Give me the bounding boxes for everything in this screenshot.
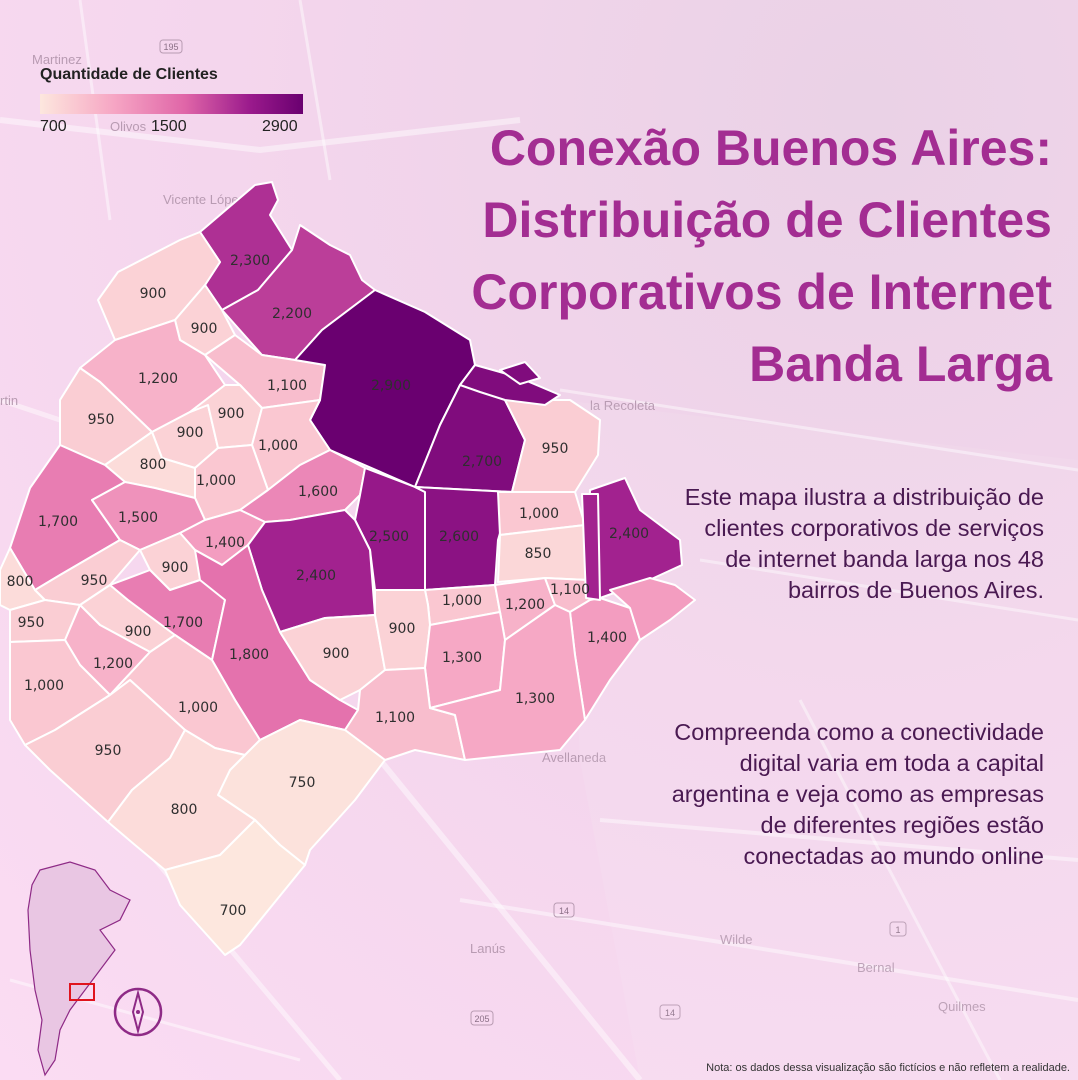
place-label: Martinez bbox=[32, 52, 82, 67]
route-shield-label: 1 bbox=[895, 925, 900, 935]
neighborhood-value: 900 bbox=[323, 646, 350, 662]
neighborhood-value: 1,400 bbox=[205, 535, 245, 551]
neighborhood-labels: 2,300 2,200 900 900 1,200 1,100 2,900 2,… bbox=[7, 253, 649, 919]
neighborhood-value: 1,200 bbox=[93, 656, 133, 672]
route-shield-label: 195 bbox=[163, 42, 178, 52]
neighborhood-value: 2,500 bbox=[369, 529, 409, 545]
neighborhood-value: 1,000 bbox=[24, 678, 64, 694]
neighborhood-value: 1,000 bbox=[196, 473, 236, 489]
neighborhood-value: 900 bbox=[140, 286, 167, 302]
neighborhood[interactable] bbox=[504, 399, 601, 493]
neighborhood-fragment bbox=[459, 364, 561, 406]
inset-highlight-box bbox=[69, 983, 95, 1001]
route-shields: 195 14 205 14 1 bbox=[159, 39, 907, 1026]
neighborhood-fragment bbox=[609, 577, 696, 641]
legend-tick-mid: 1500 bbox=[151, 118, 187, 135]
neighborhood-value: 1,700 bbox=[38, 514, 78, 530]
neighborhood-fragment bbox=[581, 493, 601, 601]
neighborhood-value: 800 bbox=[7, 574, 34, 590]
place-label: rtin bbox=[0, 393, 18, 408]
neighborhood-value: 900 bbox=[218, 406, 245, 422]
neighborhood-value: 2,300 bbox=[230, 253, 270, 269]
neighborhood-value: 900 bbox=[162, 560, 189, 576]
route-shield-label: 14 bbox=[665, 1008, 675, 1018]
neighborhood-value: 750 bbox=[289, 775, 316, 791]
place-label: Vicente López bbox=[163, 192, 245, 207]
legend-tick-max: 2900 bbox=[262, 118, 298, 135]
neighborhood-value: 1,300 bbox=[442, 650, 482, 666]
neighborhood-value: 950 bbox=[88, 412, 115, 428]
neighborhood-value: 950 bbox=[542, 441, 569, 457]
place-label: Olivos bbox=[110, 119, 147, 134]
neighborhood[interactable] bbox=[429, 604, 586, 761]
neighborhood-value: 1,500 bbox=[118, 510, 158, 526]
route-shield-label: 14 bbox=[559, 906, 569, 916]
place-label: Avellaneda bbox=[542, 750, 607, 765]
neighborhood-value: 1,200 bbox=[138, 371, 178, 387]
neighborhood-value: 1,000 bbox=[178, 700, 218, 716]
neighborhood-value: 1,000 bbox=[258, 438, 298, 454]
disclaimer-note: Nota: os dados dessa visualização são fi… bbox=[706, 1062, 1070, 1074]
neighborhood-value: 850 bbox=[525, 546, 552, 562]
neighborhood-value: 800 bbox=[171, 802, 198, 818]
neighborhood-value: 2,400 bbox=[296, 568, 336, 584]
neighborhood-value: 700 bbox=[220, 903, 247, 919]
description-paragraph-1: Este mapa ilustra a distribuição de clie… bbox=[684, 484, 1044, 603]
neighborhood-value: 950 bbox=[81, 573, 108, 589]
neighborhood-value: 1,800 bbox=[229, 647, 269, 663]
place-label: Bernal bbox=[857, 960, 895, 975]
neighborhood-value: 1,000 bbox=[442, 593, 482, 609]
color-legend: Quantidade de Clientes 700 1500 2900 bbox=[40, 66, 310, 135]
neighborhood-value: 950 bbox=[18, 615, 45, 631]
neighborhood[interactable] bbox=[164, 819, 306, 956]
legend-title: Quantidade de Clientes bbox=[40, 66, 218, 83]
neighborhood-value: 900 bbox=[125, 624, 152, 640]
neighborhood-value: 1,400 bbox=[587, 630, 627, 646]
neighborhood-value: 2,200 bbox=[272, 306, 312, 322]
neighborhood-value: 900 bbox=[389, 621, 416, 637]
place-label: Quilmes bbox=[938, 999, 986, 1014]
page-title: Conexão Buenos Aires: Distribuição de Cl… bbox=[471, 120, 1052, 392]
neighborhood-value: 900 bbox=[177, 425, 204, 441]
neighborhoods bbox=[0, 181, 696, 956]
argentina-inset-map bbox=[27, 861, 131, 1077]
neighborhood-fragment bbox=[499, 361, 541, 385]
neighborhood-value: 900 bbox=[191, 321, 218, 337]
neighborhood-value: 2,700 bbox=[462, 454, 502, 470]
neighborhood-value: 1,300 bbox=[515, 691, 555, 707]
legend-gradient-bar bbox=[40, 94, 303, 114]
place-label: Lanús bbox=[470, 941, 506, 956]
neighborhood-value: 2,400 bbox=[609, 526, 649, 542]
neighborhood-value: 950 bbox=[95, 743, 122, 759]
neighborhood-value: 1,100 bbox=[550, 582, 590, 598]
neighborhood-value: 2,600 bbox=[439, 529, 479, 545]
place-label: Wilde bbox=[720, 932, 753, 947]
place-label: la Recoleta bbox=[590, 398, 656, 413]
river-area bbox=[560, 400, 1078, 1080]
neighborhood-value: 2,900 bbox=[371, 378, 411, 394]
neighborhood-value: 1,200 bbox=[505, 597, 545, 613]
description-paragraph-2: Compreenda como a conectividade digital … bbox=[671, 719, 1044, 869]
compass-icon[interactable] bbox=[113, 987, 163, 1037]
neighborhood-value: 800 bbox=[140, 457, 167, 473]
neighborhood-value: 1,100 bbox=[267, 378, 307, 394]
legend-tick-min: 700 bbox=[40, 118, 67, 135]
neighborhood-value: 1,600 bbox=[298, 484, 338, 500]
route-shield-label: 205 bbox=[474, 1014, 489, 1024]
neighborhood-value: 1,000 bbox=[519, 506, 559, 522]
neighborhood-value: 1,700 bbox=[163, 615, 203, 631]
neighborhood-value: 1,100 bbox=[375, 710, 415, 726]
